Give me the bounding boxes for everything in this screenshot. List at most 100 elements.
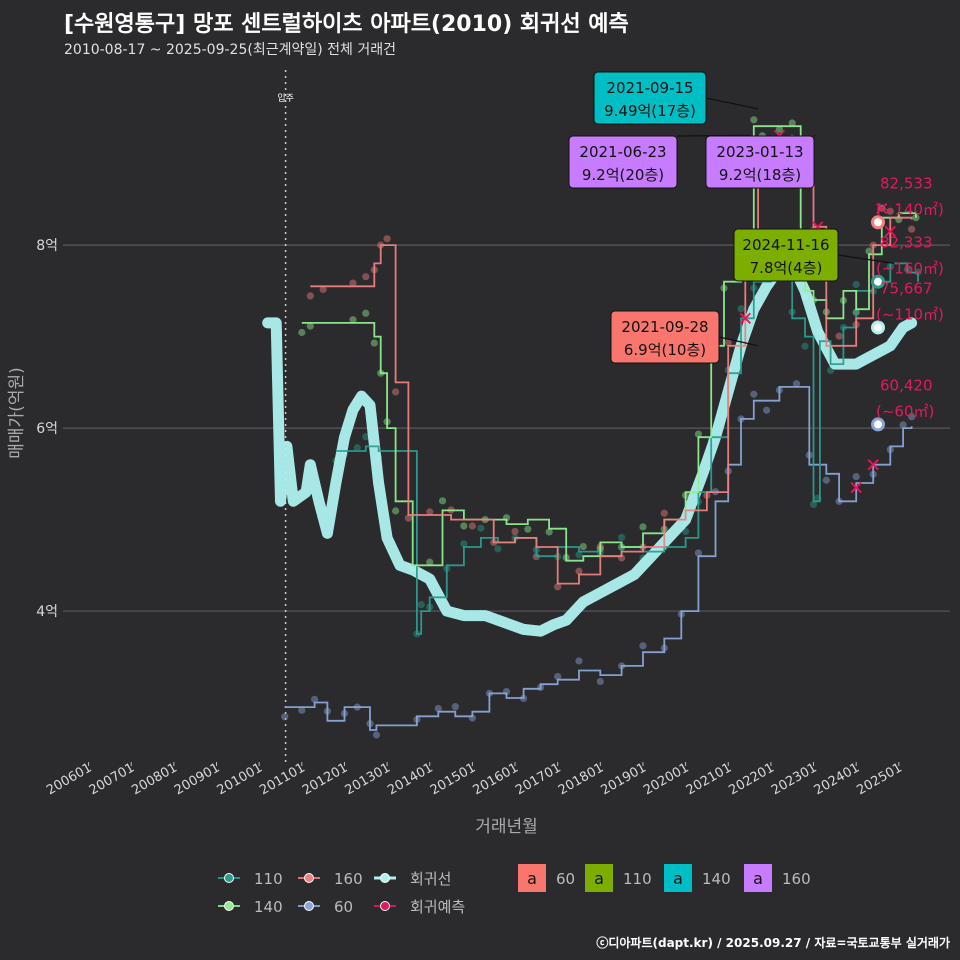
trade-point-160 — [724, 338, 732, 347]
trade-point-60 — [434, 704, 442, 713]
trade-point-140 — [750, 116, 758, 124]
trade-point-60 — [899, 421, 907, 429]
callout-price: 6.9억(10층) — [624, 341, 706, 359]
end-value-label: 60,420 — [880, 376, 933, 394]
y-tick-label: 4억 — [36, 604, 58, 620]
trade-point-60 — [750, 390, 758, 398]
legend-label: 140 — [702, 870, 731, 888]
trade-point-140 — [865, 247, 873, 255]
callout-box — [568, 135, 678, 189]
trade-point-60 — [451, 703, 459, 711]
legend-box-swatch — [518, 864, 546, 892]
callout-price: 7.8억(4층) — [750, 259, 823, 277]
legend-label: 160 — [334, 870, 363, 888]
callout-price: 9.2억(20층) — [582, 166, 664, 184]
x-tick-label: 201201 — [300, 760, 350, 798]
callout-leader — [705, 97, 759, 110]
trade-point-110 — [477, 524, 485, 532]
trade-point-60 — [596, 677, 604, 686]
legend-box-swatch — [585, 864, 613, 892]
callout-box — [593, 71, 707, 125]
source-credit: ⓒ디아파트(dapt.kr) / 2025.09.27 / 자료=국토교통부 실… — [596, 936, 950, 950]
trade-point-60 — [694, 549, 702, 557]
y-tick-label: 6억 — [36, 421, 58, 437]
legend-label: 회귀예측 — [410, 898, 465, 916]
trade-point-110 — [494, 545, 502, 553]
trade-point-140 — [306, 322, 314, 330]
trade-point-110 — [809, 500, 818, 509]
prediction-mark — [884, 225, 896, 238]
end-marker — [871, 215, 885, 230]
trade-point-160 — [575, 567, 583, 575]
trade-point-140 — [639, 523, 647, 531]
callout-date: 2023-01-13 — [716, 143, 803, 161]
end-area-label: (~110㎡) — [876, 305, 944, 323]
end-area-label: (~160㎡) — [876, 260, 944, 278]
x-tick-label: 202401 — [812, 760, 862, 798]
trade-point-60 — [372, 731, 381, 739]
x-axis-title: 거래년월 — [475, 817, 538, 837]
trade-point-110 — [682, 527, 690, 536]
trade-point-140 — [524, 525, 532, 533]
x-tick-label: 201001 — [215, 760, 265, 798]
trade-point-160 — [908, 225, 916, 233]
trade-point-160 — [468, 522, 476, 530]
legend-label: 회귀선 — [410, 870, 451, 888]
legend-dot-swatch — [304, 873, 314, 883]
callout-price: 9.2억(18층) — [719, 166, 801, 184]
y-tick-label: 8억 — [36, 238, 58, 254]
trade-point-110 — [737, 305, 745, 313]
trade-point-60 — [908, 413, 916, 421]
trade-point-160 — [362, 273, 370, 281]
trade-point-140 — [362, 309, 370, 317]
legend-label: 60 — [334, 898, 353, 916]
series-line-60 — [284, 385, 913, 731]
x-tick-label: 200801 — [129, 760, 179, 798]
trade-point-60 — [554, 672, 562, 681]
trade-point-110 — [417, 601, 425, 609]
x-tick-label: 201101 — [257, 760, 307, 798]
trade-point-160 — [426, 508, 434, 516]
callout-date: 2021-09-15 — [606, 79, 693, 97]
end-area-label: (~140㎡) — [876, 200, 944, 218]
trade-point-160 — [349, 279, 357, 287]
chart-title: [수원영통구] 망포 센트럴하이츠 아파트(2010) 회귀선 예측 — [64, 12, 629, 37]
legend-label: 60 — [556, 870, 575, 888]
prediction-mark — [867, 459, 879, 471]
callout-box — [705, 135, 815, 189]
legend-label: 160 — [782, 870, 811, 888]
trade-point-160 — [554, 583, 562, 591]
trade-point-60 — [298, 706, 306, 714]
end-value-label: 82,333 — [880, 234, 933, 252]
trade-point-140 — [545, 528, 553, 536]
x-tick-label: 202001 — [641, 760, 691, 798]
legend-label: 110 — [623, 870, 652, 888]
series-line-160 — [310, 143, 913, 585]
x-tick-label: 200701 — [87, 760, 137, 798]
legend-label: 140 — [254, 898, 283, 916]
x-tick-label: 201301 — [343, 760, 393, 798]
end-value-label: 82,533 — [880, 174, 933, 192]
trade-point-60 — [792, 380, 801, 388]
legend-dot-swatch — [224, 901, 234, 911]
trade-point-60 — [575, 657, 583, 665]
trade-point-110 — [362, 433, 370, 441]
x-tick-label: 201501 — [428, 760, 478, 798]
legend-dot-swatch — [224, 873, 234, 883]
legend-dot-swatch — [380, 873, 390, 883]
series-line-regression — [262, 257, 918, 637]
legend-box-glyph: a — [753, 869, 763, 888]
legend-dot-swatch — [304, 901, 314, 911]
trade-point-140 — [392, 507, 400, 515]
trade-point-60 — [822, 476, 830, 484]
prediction-mark — [876, 202, 888, 215]
x-tick-label: 201401 — [385, 760, 435, 798]
x-tick-label: 201601 — [471, 760, 521, 798]
trade-point-140 — [460, 522, 468, 530]
trade-point-110 — [852, 280, 860, 289]
trade-point-160 — [404, 514, 413, 522]
trade-point-140 — [370, 339, 378, 347]
legend-box-swatch — [744, 864, 772, 892]
trade-point-60 — [281, 713, 289, 721]
